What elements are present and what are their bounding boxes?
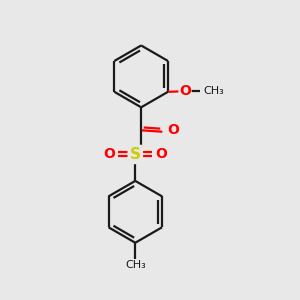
Text: S: S — [130, 147, 141, 162]
Text: CH₃: CH₃ — [203, 86, 224, 96]
Text: O: O — [179, 84, 191, 98]
Text: O: O — [156, 147, 167, 161]
Text: O: O — [103, 147, 115, 161]
Text: CH₃: CH₃ — [125, 260, 146, 270]
Text: O: O — [168, 123, 179, 137]
